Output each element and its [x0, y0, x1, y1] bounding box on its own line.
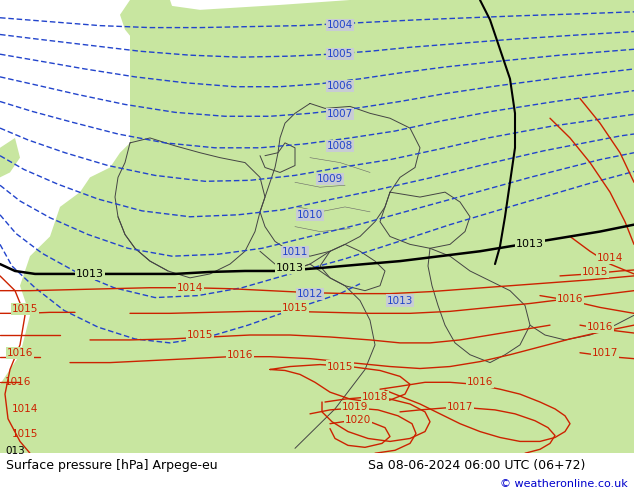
Polygon shape — [280, 69, 330, 103]
Text: 1017: 1017 — [447, 402, 473, 412]
Text: 1013: 1013 — [387, 295, 413, 306]
Text: Sa 08-06-2024 06:00 UTC (06+72): Sa 08-06-2024 06:00 UTC (06+72) — [368, 459, 585, 472]
Text: 1015: 1015 — [281, 303, 308, 314]
Text: 1013: 1013 — [76, 269, 104, 279]
Text: 1019: 1019 — [342, 402, 368, 412]
Text: 1008: 1008 — [327, 141, 353, 151]
Text: 1016: 1016 — [587, 322, 613, 332]
Text: 1005: 1005 — [327, 49, 353, 59]
Text: 1004: 1004 — [327, 20, 353, 29]
Text: 1016: 1016 — [7, 348, 33, 358]
Text: 1007: 1007 — [327, 109, 353, 119]
Polygon shape — [120, 0, 180, 59]
Text: 1015: 1015 — [12, 304, 38, 315]
Text: 1016: 1016 — [5, 377, 31, 387]
Text: 1014: 1014 — [12, 404, 39, 414]
Text: 1015: 1015 — [582, 267, 608, 277]
Text: 1014: 1014 — [597, 253, 623, 263]
Text: 1015: 1015 — [327, 362, 353, 371]
Polygon shape — [410, 0, 634, 128]
Text: 1009: 1009 — [317, 174, 343, 184]
Text: © weatheronline.co.uk: © weatheronline.co.uk — [500, 479, 628, 490]
Text: 1020: 1020 — [345, 415, 371, 425]
Text: 1016: 1016 — [467, 377, 493, 387]
Text: 1006: 1006 — [327, 81, 353, 91]
Text: 013: 013 — [5, 446, 25, 456]
Text: 1012: 1012 — [297, 289, 323, 298]
Text: 1015: 1015 — [12, 429, 39, 439]
Text: 1010: 1010 — [297, 210, 323, 220]
Polygon shape — [0, 138, 20, 177]
Text: 1016: 1016 — [557, 294, 583, 303]
Text: 1016: 1016 — [227, 350, 253, 360]
Text: 1013: 1013 — [276, 263, 304, 273]
Text: 1017: 1017 — [592, 348, 618, 358]
Text: 1018: 1018 — [362, 392, 388, 402]
Text: Surface pressure [hPa] Arpege-eu: Surface pressure [hPa] Arpege-eu — [6, 459, 218, 472]
Text: 1011: 1011 — [281, 247, 308, 257]
Text: 1013: 1013 — [516, 239, 544, 249]
Text: 1015: 1015 — [187, 330, 213, 340]
Polygon shape — [0, 0, 634, 453]
Text: 1014: 1014 — [177, 283, 203, 293]
